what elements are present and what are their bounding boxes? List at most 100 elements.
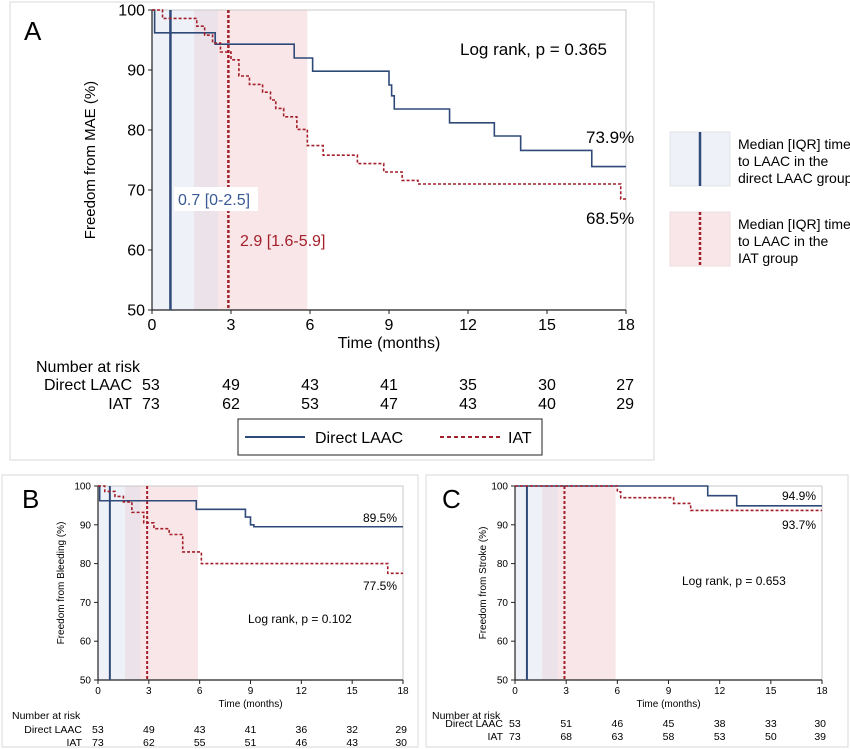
panel-a-y-axis-label: Freedom from MAE (%) [82,81,99,239]
panel-c-frame [425,474,849,748]
panel-b-frame [1,474,419,748]
panel-c-risk-value: 50 [765,731,777,743]
panel-c-y-tick-label: 50 [497,676,509,687]
panel-a-direct-end-label: 73.9% [586,128,634,147]
panel-a-x-tick-label: 18 [617,317,635,334]
panel-b-y-tick-label: 90 [80,520,92,531]
panel-a-y-tick-label: 70 [127,183,145,200]
median-legend-direct-line1: Median [IQR] time [738,136,850,152]
panel-label-c: C [442,484,461,514]
panel-c-risk-value: 38 [714,718,726,730]
panel-b-risk-header: Number at risk [12,710,81,722]
panel-a-risk-value: 53 [301,396,319,413]
panel-a-direct-median-label-bg [174,187,258,211]
panel-a-x-tick-label: 6 [306,317,315,334]
panel-b-x-tick-label: 15 [347,686,359,697]
panel-a-y-tick-label: 100 [118,3,145,20]
panel-c-risk-value: 63 [611,731,623,743]
panel-c-x-axis-label: Time (months) [636,699,700,710]
panel-b-risk-value: 32 [346,724,358,736]
panel-b-risk-value: 49 [143,724,155,736]
panel-a-risk-value: 53 [142,377,160,394]
panel-b-x-tick-label: 12 [296,686,308,697]
panel-a-x-tick-label: 15 [538,317,556,334]
panel-label-b: B [22,484,39,514]
panel-a-x-tick-label: 3 [227,317,236,334]
panel-a-y-tick-label: 90 [127,63,145,80]
panel-b-risk-row-label-direct: Direct LAAC [24,724,82,736]
panel-a-x-axis-label: Time (months) [338,335,441,352]
panel-b-direct-curve [98,485,403,528]
panel-c-risk-value: 39 [814,731,826,743]
panel-a-risk-value: 43 [301,377,319,394]
median-legend-direct-text: Median [IQR] time to LAAC in the direct … [738,136,850,186]
panel-a-iat-end-label: 68.5% [586,209,634,228]
panel-a-chart: 0 3 6 9 12 15 18 50 60 70 80 90 100 Freedom from MAE … [36,3,635,413]
panel-c-risk-header: Number at risk [432,710,501,722]
median-legend: Median [IQR] time to LAAC in the direct … [669,131,850,267]
panel-a-risk-value: 35 [459,377,477,394]
panel-c-risk-value: 68 [560,731,572,743]
panel-b-x-tick-label: 9 [248,686,254,697]
panel-c-chart: 0 3 6 9 12 15 18 50 60 70 80 90 100 Freedom from Stro… [432,482,828,744]
panel-c-y-tick-label: 100 [491,482,508,493]
panel-c-risk-value: 53 [509,718,521,730]
panel-a-risk-value: 73 [142,396,160,413]
median-legend-direct-line3: direct LAAC group [738,170,850,186]
panel-b-y-tick-label: 50 [80,676,92,687]
panel-b-y-tick-label: 70 [80,598,92,609]
panel-a-risk-value: 41 [380,377,398,394]
series-legend-iat-label: IAT [508,430,532,447]
panel-a-risk-value: 49 [222,377,240,394]
panel-c-x-tick-label: 18 [816,686,828,697]
panel-b-risk-value: 29 [395,724,407,736]
panel-b-risk-value: 55 [194,737,206,749]
panel-a-risk-value: 27 [616,377,634,394]
panel-c-x-tick-label: 9 [666,686,672,697]
panel-b-direct-end-label: 89.5% [363,511,397,525]
panel-c-x-tick-label: 12 [714,686,726,697]
panel-b-risk-value: 62 [143,737,155,749]
panel-c-iqr-overlap-band [542,486,558,680]
panel-c-risk-row-label-iat: IAT [487,731,503,743]
panel-a-risk-value: 29 [616,396,634,413]
panel-c-x-tick-label: 15 [765,686,777,697]
panel-c-risk-value: 58 [663,731,675,743]
panel-a-iat-median-label: 2.9 [1.6-5.9] [240,233,325,250]
panel-a-risk-value: 40 [538,396,556,413]
series-legend: Direct LAAC IAT [237,418,543,456]
panel-b-risk-value: 53 [92,724,104,736]
panel-c-iat-curve [515,485,822,512]
panel-b-x-tick-label: 3 [146,686,152,697]
panel-c-y-tick-label: 80 [497,559,509,570]
series-legend-direct-label: Direct LAAC [315,430,403,447]
panel-a-risk-value: 30 [538,377,556,394]
panel-c-y-tick-label: 90 [497,520,509,531]
panel-b-y-tick-label: 100 [74,482,91,493]
panel-a-x-tick-label: 12 [459,317,477,334]
panel-a-x-tick-label: 9 [385,317,394,334]
panel-c-y-axis-label: Freedom from Stroke (%) [478,527,489,640]
median-legend-direct-line2: to LAAC in the [738,153,828,169]
median-legend-iat-line1: Median [IQR] time [738,216,850,232]
panel-b-x-axis-label: Time (months) [218,699,282,710]
panel-b-log-rank-annotation: Log rank, p = 0.102 [248,612,352,626]
panel-b-risk-value: 43 [346,737,358,749]
panel-a-y-tick-label: 80 [127,123,145,140]
panel-b-y-tick-label: 60 [80,637,92,648]
panel-c-risk-value: 53 [714,731,726,743]
panel-c-y-tick-label: 60 [497,637,509,648]
median-legend-iat-text: Median [IQR] time to LAAC in the IAT gro… [738,216,850,266]
panel-a-risk-row-label-direct: Direct LAAC [44,377,132,394]
panel-a-x-tick-label: 0 [148,317,157,334]
panel-c-log-rank-annotation: Log rank, p = 0.653 [682,574,786,588]
panel-b-x-tick-label: 6 [197,686,203,697]
panel-c-risk-value: 51 [560,718,572,730]
panel-a-y-tick-label: 50 [127,303,145,320]
panel-a-risk-value: 47 [380,396,398,413]
panel-a-risk-value: 62 [222,396,240,413]
panel-b-risk-value: 43 [194,724,206,736]
panel-c-x-tick-label: 3 [563,686,569,697]
